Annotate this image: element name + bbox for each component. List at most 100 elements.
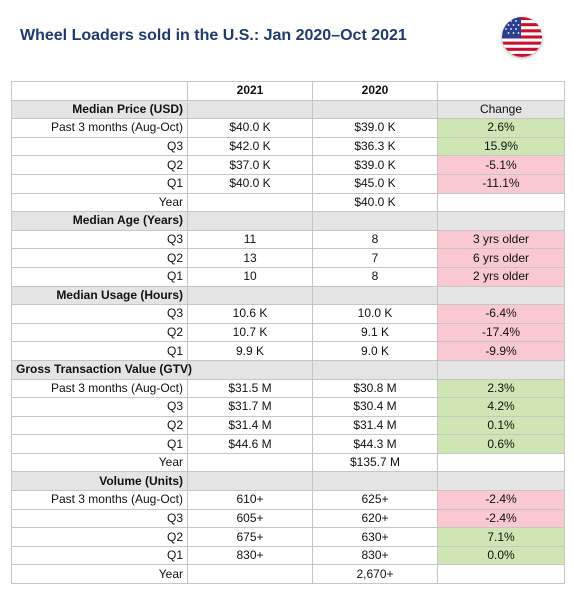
header-label-cell: [11, 81, 188, 101]
section-empty-cell: [312, 211, 438, 231]
value-2020: 625+: [312, 490, 438, 510]
page-title: Wheel Loaders sold in the U.S.: Jan 2020…: [20, 27, 407, 44]
table-header-row: 2021 2020: [11, 81, 565, 101]
value-2020: $30.8 M: [312, 378, 438, 399]
value-2021: 675+: [187, 527, 313, 547]
table-row: Q2 10.7 K 9.1 K -17.4%: [11, 322, 565, 343]
table-row: Q3 11 8 3 yrs older: [11, 229, 565, 250]
value-2021: $44.6 M: [187, 434, 313, 454]
table-row: Q1 $40.0 K $45.0 K -11.1%: [11, 173, 565, 194]
row-label: Q2: [11, 248, 188, 268]
table-row: Q2 $37.0 K $39.0 K -5.1%: [11, 155, 565, 175]
section-title: Volume (Units): [11, 471, 188, 492]
change-value: -6.4%: [437, 304, 565, 324]
value-2021: $31.4 M: [187, 415, 313, 436]
table-row: Past 3 months (Aug-Oct) $31.5 M $30.8 M 2.3…: [11, 378, 565, 399]
value-2021: 10.6 K: [187, 304, 313, 324]
change-value: 0.1%: [437, 415, 565, 436]
row-label: Q1: [11, 266, 188, 287]
value-2020: $36.3 K: [312, 136, 438, 157]
value-2020: $45.0 K: [312, 173, 438, 194]
section-empty-cell: [187, 471, 313, 492]
change-header: [437, 285, 565, 306]
change-value: [437, 564, 565, 585]
header-change-cell: [437, 81, 565, 101]
value-2021: 830+: [187, 545, 313, 566]
value-2020: 830+: [312, 545, 438, 566]
value-2020: $30.4 M: [312, 397, 438, 417]
section-empty-cell: [312, 471, 438, 492]
value-2020: $135.7 M: [312, 452, 438, 473]
value-2020: $39.0 K: [312, 155, 438, 175]
table-row: Q1 10 8 2 yrs older: [11, 266, 565, 287]
section-title: Median Usage (Hours): [11, 285, 188, 306]
row-label: Past 3 months (Aug-Oct): [11, 118, 188, 138]
section-title: Gross Transaction Value (GTV): [11, 359, 192, 380]
table-row: Q1 $44.6 M $44.3 M 0.6%: [11, 434, 565, 454]
change-value: 7.1%: [437, 527, 565, 547]
row-label: Year: [11, 564, 188, 585]
row-label: Q3: [11, 397, 188, 417]
row-label: Q2: [11, 415, 188, 436]
value-2020: 9.0 K: [312, 341, 438, 361]
value-2020: 10.0 K: [312, 304, 438, 324]
section-empty-cell: [187, 285, 313, 306]
value-2020: $39.0 K: [312, 118, 438, 138]
value-2021: 10.7 K: [187, 322, 313, 343]
header-2020: 2020: [312, 81, 438, 101]
change-value: 0.0%: [437, 545, 565, 566]
value-2020: $40.0 K: [312, 192, 438, 213]
table-row: Year 2,670+: [11, 564, 565, 585]
value-2020: 620+: [312, 508, 438, 529]
value-2021: [187, 564, 313, 585]
value-2021: [187, 192, 313, 213]
table-row: Q1 830+ 830+ 0.0%: [11, 545, 565, 566]
row-label: Q1: [11, 173, 188, 194]
value-2021: 605+: [187, 508, 313, 529]
sales-table: 2021 2020 Median Price (USD) Change Past 3…: [11, 81, 565, 585]
value-2021: 10: [187, 266, 313, 287]
change-value: 15.9%: [437, 136, 565, 157]
row-label: Q1: [11, 434, 188, 454]
value-2020: 2,670+: [312, 564, 438, 585]
section-empty-cell: [312, 285, 438, 306]
table-row: Past 3 months (Aug-Oct) $40.0 K $39.0 K 2.6…: [11, 118, 565, 138]
change-value: -2.4%: [437, 508, 565, 529]
table-row: Q3 605+ 620+ -2.4%: [11, 508, 565, 529]
value-2021: 13: [187, 248, 313, 268]
table-row: Q3 10.6 K 10.0 K -6.4%: [11, 304, 565, 324]
value-2021: $31.5 M: [187, 378, 313, 399]
change-value: [437, 452, 565, 473]
us-flag-icon: [502, 17, 542, 57]
value-2021: $31.7 M: [187, 397, 313, 417]
value-2021: 9.9 K: [187, 341, 313, 361]
section-empty-cell: [312, 99, 438, 120]
section-empty-cell: [187, 99, 313, 120]
value-2020: 9.1 K: [312, 322, 438, 343]
value-2021: $37.0 K: [187, 155, 313, 175]
section-empty-cell: [312, 359, 438, 380]
table-row: Q2 675+ 630+ 7.1%: [11, 527, 565, 547]
value-2020: $31.4 M: [312, 415, 438, 436]
value-2021: $42.0 K: [187, 136, 313, 157]
header-2021: 2021: [187, 81, 313, 101]
change-header: [437, 359, 565, 380]
table-row: Year $135.7 M: [11, 452, 565, 473]
row-label: Year: [11, 452, 188, 473]
row-label: Q2: [11, 322, 188, 343]
table-row: Past 3 months (Aug-Oct) 610+ 625+ -2.4%: [11, 490, 565, 510]
section-title: Median Price (USD): [11, 99, 188, 120]
value-2021: $40.0 K: [187, 173, 313, 194]
value-2021: 11: [187, 229, 313, 250]
change-value: -9.9%: [437, 341, 565, 361]
row-label: Q2: [11, 155, 188, 175]
value-2020: 8: [312, 229, 438, 250]
value-2021: 610+: [187, 490, 313, 510]
value-2020: 8: [312, 266, 438, 287]
section-header-row: Gross Transaction Value (GTV): [11, 359, 565, 380]
change-value: 2.6%: [437, 118, 565, 138]
change-value: 4.2%: [437, 397, 565, 417]
change-value: [437, 192, 565, 213]
table-row: Year $40.0 K: [11, 192, 565, 213]
section-title: Median Age (Years): [11, 211, 188, 231]
